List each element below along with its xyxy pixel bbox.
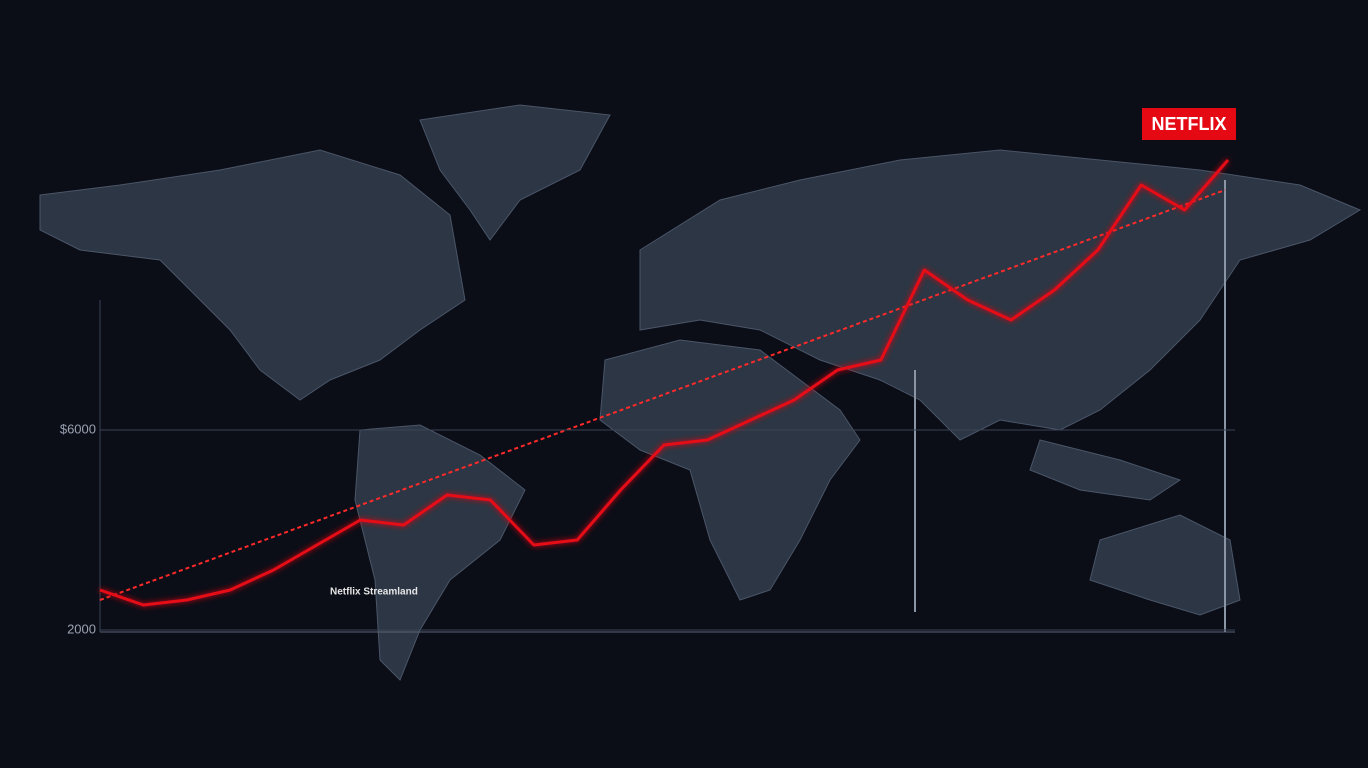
brand: NETFLIX — [1152, 114, 1227, 134]
series-line — [99, 159, 1230, 607]
world-map — [39, 104, 1362, 681]
southeast-asia — [1029, 439, 1182, 501]
annotation: Netflix Streamland — [330, 587, 418, 598]
trend-line — [99, 189, 1226, 601]
y-tick-label: $6000 — [60, 421, 96, 436]
greenland — [419, 104, 611, 241]
eurasia — [639, 149, 1362, 441]
north-america — [39, 149, 466, 401]
south-america — [354, 424, 526, 681]
africa — [599, 339, 861, 601]
y-tick-label: 2000 — [67, 621, 96, 636]
brand-badge — [1142, 108, 1236, 140]
australia — [1089, 514, 1241, 616]
